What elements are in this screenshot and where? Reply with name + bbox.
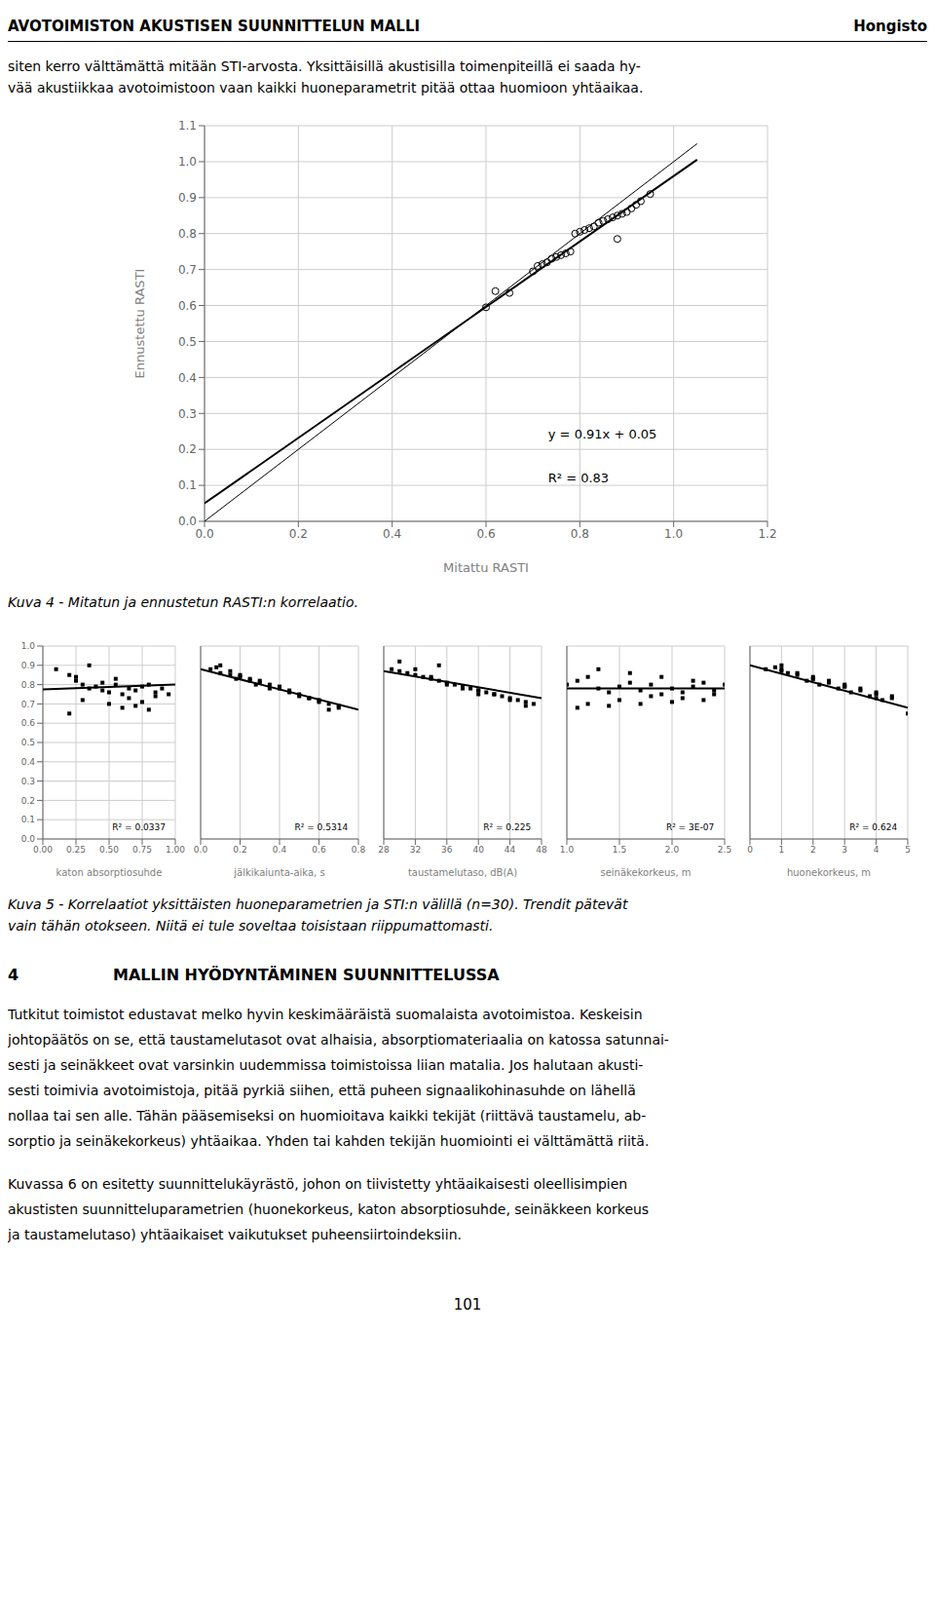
svg-text:0.50: 0.50	[99, 844, 119, 855]
svg-text:R² = 3E-07: R² = 3E-07	[666, 822, 714, 832]
svg-text:0.1: 0.1	[178, 478, 197, 492]
svg-text:1.2: 1.2	[757, 526, 777, 541]
svg-text:R² = 0.5314: R² = 0.5314	[295, 822, 349, 832]
svg-text:0.2: 0.2	[21, 795, 36, 806]
svg-text:0.0: 0.0	[194, 526, 214, 541]
svg-text:taustamelutaso, dB(A): taustamelutaso, dB(A)	[408, 866, 518, 878]
html-text:akustisten suunnitteluparametr: akustisten suunnitteluparametrien (huone…	[7, 1200, 649, 1217]
html-text:Hongisto: Hongisto	[853, 17, 928, 36]
html-text:sorptio ja seinäkekorkeus) yht: sorptio ja seinäkekorkeus) yhtäaikaa. Yh…	[7, 1132, 650, 1149]
svg-text:40: 40	[472, 844, 485, 855]
svg-text:R² = 0.83: R² = 0.83	[548, 470, 609, 486]
svg-text:y = 0.91x + 0.05: y = 0.91x + 0.05	[548, 426, 658, 442]
svg-text:0.3: 0.3	[21, 776, 36, 786]
html-text:sesti ja seinäkkeet ovat varsi: sesti ja seinäkkeet ovat varsinkin uudem…	[7, 1056, 644, 1073]
svg-text:2.5: 2.5	[717, 844, 732, 855]
svg-text:1.00: 1.00	[165, 844, 186, 855]
svg-text:0.0: 0.0	[193, 844, 209, 855]
svg-text:1.0: 1.0	[178, 154, 197, 169]
svg-text:2.0: 2.0	[665, 844, 680, 855]
svg-text:Ennustettu RASTI: Ennustettu RASTI	[132, 268, 148, 379]
html-text:Tutkitut toimistot edustavat m: Tutkitut toimistot edustavat melko hyvin…	[7, 1006, 643, 1022]
svg-text:1.0: 1.0	[560, 844, 575, 855]
svg-text:0.4: 0.4	[178, 371, 197, 385]
svg-text:R² = 0.225: R² = 0.225	[483, 822, 531, 832]
svg-text:0.4: 0.4	[272, 844, 288, 855]
svg-text:0.25: 0.25	[66, 844, 86, 855]
html-text:Kuva 5 - Korrelaatiot yksittäi: Kuva 5 - Korrelaatiot yksittäisten huone…	[7, 896, 628, 912]
svg-text:0.8: 0.8	[570, 526, 590, 541]
svg-text:0.6: 0.6	[311, 844, 327, 855]
svg-text:44: 44	[504, 844, 517, 855]
svg-text:0.1: 0.1	[21, 814, 36, 824]
html-text:MALLIN HYÖDYNTÄMINEN SUUNNITTE: MALLIN HYÖDYNTÄMINEN SUUNNITTELUSSA	[112, 965, 500, 984]
svg-text:Mitattu RASTI: Mitattu RASTI	[443, 560, 529, 575]
svg-text:0.0: 0.0	[21, 833, 37, 844]
svg-text:R² = 0.0337: R² = 0.0337	[112, 822, 166, 832]
svg-text:0.5: 0.5	[178, 335, 197, 349]
svg-text:0.2: 0.2	[178, 442, 197, 456]
html-text:nollaa tai sen alle. Tähän pää: nollaa tai sen alle. Tähän pääsemiseksi …	[7, 1107, 647, 1123]
svg-text:4: 4	[873, 844, 880, 855]
svg-text:0.7: 0.7	[21, 699, 36, 710]
svg-text:0.6: 0.6	[178, 299, 197, 313]
html-text:vain tähän otokseen. Niitä ei: vain tähän otokseen. Niitä ei tule sovel…	[7, 917, 494, 934]
html-text:johtopäätös on se, että tausta: johtopäätös on se, että taustamelutasot …	[7, 1031, 670, 1048]
html-text:101: 101	[453, 1295, 482, 1313]
svg-text:0.6: 0.6	[476, 526, 495, 541]
svg-text:0.8: 0.8	[178, 226, 197, 241]
svg-text:3: 3	[841, 844, 848, 855]
svg-text:36: 36	[441, 844, 453, 855]
html-text:siten kerro välttämättä mitään: siten kerro välttämättä mitään STI-arvos…	[7, 58, 641, 75]
svg-text:jälkikaiunta-aika, s: jälkikaiunta-aika, s	[232, 866, 325, 878]
svg-text:0.3: 0.3	[178, 407, 197, 421]
svg-text:0.9: 0.9	[178, 190, 197, 205]
svg-text:0.7: 0.7	[178, 262, 197, 277]
svg-text:0.8: 0.8	[351, 844, 367, 855]
html-text:sesti toimivia avotoimistoja,: sesti toimivia avotoimistoja, pitää pyrk…	[7, 1082, 636, 1098]
html-text:4: 4	[7, 965, 19, 984]
svg-text:0.6: 0.6	[21, 717, 37, 728]
svg-text:katon absorptiosuhde: katon absorptiosuhde	[56, 866, 163, 878]
svg-text:seinäkekorkeus, m: seinäkekorkeus, m	[599, 866, 691, 878]
svg-text:0.8: 0.8	[21, 679, 37, 690]
svg-text:0.4: 0.4	[382, 526, 402, 541]
svg-text:0.2: 0.2	[289, 526, 308, 541]
svg-text:0.0: 0.0	[178, 514, 197, 528]
svg-text:0.4: 0.4	[21, 756, 37, 767]
svg-text:R² = 0.624: R² = 0.624	[849, 822, 898, 832]
html-text:AVOTOIMISTON AKUSTISEN SUUNNIT: AVOTOIMISTON AKUSTISEN SUUNNITTELUN MALL…	[7, 17, 420, 36]
html-text:ja taustamelutaso) yhtäaikaise: ja taustamelutaso) yhtäaikaiset vaikutuk…	[7, 1226, 462, 1242]
svg-text:1.0: 1.0	[664, 526, 683, 541]
svg-text:48: 48	[535, 844, 548, 855]
svg-text:1.1: 1.1	[178, 118, 197, 133]
svg-text:0.75: 0.75	[132, 844, 152, 855]
svg-text:huonekorkeus, m: huonekorkeus, m	[786, 866, 871, 878]
svg-text:0.5: 0.5	[21, 737, 36, 748]
html-text:Kuva 4 - Mitatun ja ennustetun: Kuva 4 - Mitatun ja ennustetun RASTI:n k…	[7, 594, 359, 610]
svg-text:28: 28	[377, 844, 390, 855]
svg-text:32: 32	[410, 844, 421, 855]
svg-text:1: 1	[779, 844, 786, 855]
svg-text:1.0: 1.0	[21, 640, 37, 651]
html-text:Kuvassa 6 on esitetty suunnitt: Kuvassa 6 on esitetty suunnittelukäyräst…	[7, 1175, 628, 1192]
svg-text:0: 0	[747, 844, 753, 855]
svg-text:2: 2	[810, 844, 817, 855]
svg-text:0.2: 0.2	[232, 844, 247, 855]
svg-text:1.5: 1.5	[612, 844, 627, 855]
svg-text:0.00: 0.00	[33, 844, 53, 855]
svg-text:0.9: 0.9	[21, 660, 37, 671]
html-text:vää akustiikkaa avotoimistoon: vää akustiikkaa avotoimistoon vaan kaikk…	[7, 79, 644, 96]
svg-text:5: 5	[904, 844, 911, 855]
